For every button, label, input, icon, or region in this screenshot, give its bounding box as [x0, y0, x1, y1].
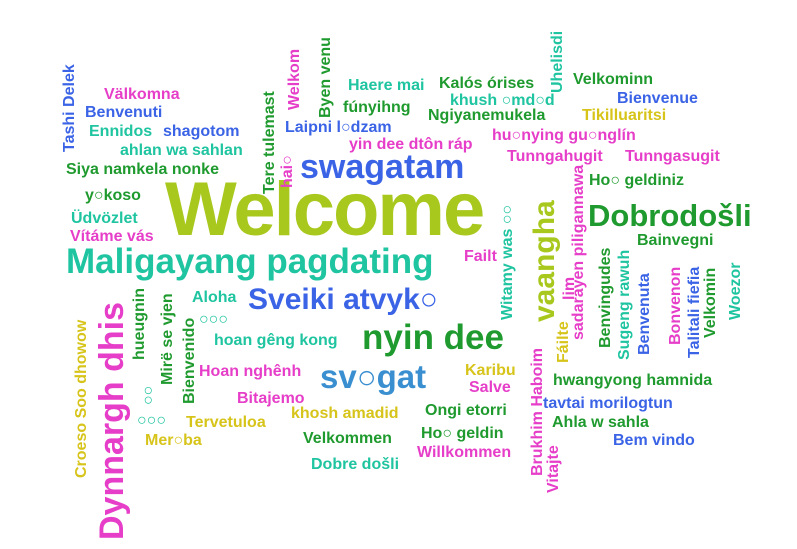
word-36: Tunngahugit: [507, 148, 603, 165]
word-43: Failt: [464, 248, 497, 265]
word-60: ○○○: [137, 412, 166, 429]
word-7: Dynnargh dhis: [93, 301, 131, 540]
word-25: Kalós órises: [439, 75, 535, 92]
word-67: Salve: [469, 379, 511, 396]
word-38: Ho○ geldiniz: [589, 172, 684, 189]
word-28: fúnyihng: [343, 99, 411, 116]
word-27: Velkominn: [573, 71, 654, 88]
word-42: Bainvegni: [637, 232, 714, 249]
word-68: Ongi etorri: [425, 402, 507, 419]
word-15: ahlan wa sahlan: [120, 142, 243, 159]
word-72: Vitajte: [545, 445, 562, 493]
word-70: Willkommen: [417, 444, 512, 461]
word-11: Välkomna: [104, 86, 180, 103]
word-14: shagotom: [163, 123, 240, 140]
word-56: ○○○: [199, 311, 228, 328]
word-41: lim: [561, 276, 578, 300]
word-48: Talitali fiefia: [686, 266, 703, 358]
word-34: hu○nying gu○nglín: [492, 127, 636, 144]
word-47: Bonvenon: [667, 266, 684, 345]
word-19: Vítáme vás: [70, 228, 154, 245]
word-12: Benvenuti: [85, 104, 163, 121]
word-39: Witamy was ○○: [499, 204, 516, 320]
word-29: khush ○md○d: [450, 92, 555, 109]
word-59: Bitajemo: [237, 390, 305, 407]
word-58: Hoan nghênh: [199, 363, 302, 380]
word-23: Byen venu: [317, 37, 334, 118]
word-66: Karibu: [465, 362, 516, 379]
word-53: Mirë se vjen: [159, 293, 176, 385]
word-10: Tashi Delek: [61, 64, 78, 152]
word-37: Tunngasugit: [625, 148, 720, 165]
word-61: Tervetuloa: [186, 414, 266, 431]
word-9: Croeso Soo dhowow: [73, 319, 90, 478]
word-51: hueugnin: [131, 288, 148, 360]
word-17: y○koso: [85, 187, 141, 204]
word-54: Bienvenido: [181, 317, 198, 404]
word-64: Velkommen: [303, 430, 392, 447]
word-5: nyin dee: [362, 318, 504, 357]
word-16: Siya namkela nonke: [66, 161, 219, 178]
word-73: Fáilte: [555, 321, 572, 363]
word-65: Dobre došli: [311, 456, 400, 473]
word-40: sadarayen piligannawa: [570, 164, 587, 340]
word-75: tavtai morilogtun: [543, 395, 673, 412]
word-32: Tikilluaritsi: [582, 107, 667, 124]
word-57: hoan gêng kong: [214, 332, 338, 349]
word-69: Ho○ geldin: [421, 425, 504, 442]
word-31: Ngiyanemukela: [428, 107, 546, 124]
word-30: Bienvenue: [617, 90, 698, 107]
word-45: Sugeng rawuh: [616, 249, 633, 360]
word-22: hai○: [279, 155, 296, 188]
word-74: hwangyong hamnida: [553, 372, 713, 389]
word-63: khosh amadid: [291, 405, 399, 422]
word-4: Sveiki atvyk○: [248, 283, 438, 316]
word-21: Welkom: [286, 48, 303, 110]
word-77: Bem vindo: [613, 432, 695, 449]
word-3: swagatam: [300, 148, 465, 186]
word-50: Woezor: [727, 262, 744, 320]
word-76: Ahla w sahla: [552, 414, 649, 431]
word-33: Laipni l○dzam: [285, 119, 392, 136]
word-18: Üdvözlet: [71, 210, 138, 227]
word-46: Benvenuta: [636, 273, 653, 355]
word-44: Benvingudes: [597, 247, 614, 348]
word-1: Maligayang pagdating: [66, 242, 434, 281]
word-8: vaangha: [528, 200, 561, 322]
word-26: Uhelisdi: [549, 30, 566, 93]
word-49: Velkomin: [702, 267, 719, 338]
word-55: Aloha: [192, 289, 237, 306]
word-6: sv○gat: [320, 358, 427, 395]
word-52: ○○: [140, 385, 157, 405]
word-20: Tere tulemast: [261, 91, 278, 194]
word-62: Mer○ba: [145, 432, 202, 449]
word-0: Welcome: [165, 167, 485, 252]
word-24: Haere mai: [348, 77, 425, 94]
word-2: Dobrodošli: [588, 198, 752, 233]
word-13: Ennidos: [89, 123, 153, 140]
word-35: yin dee dtôn ráp: [349, 136, 473, 153]
